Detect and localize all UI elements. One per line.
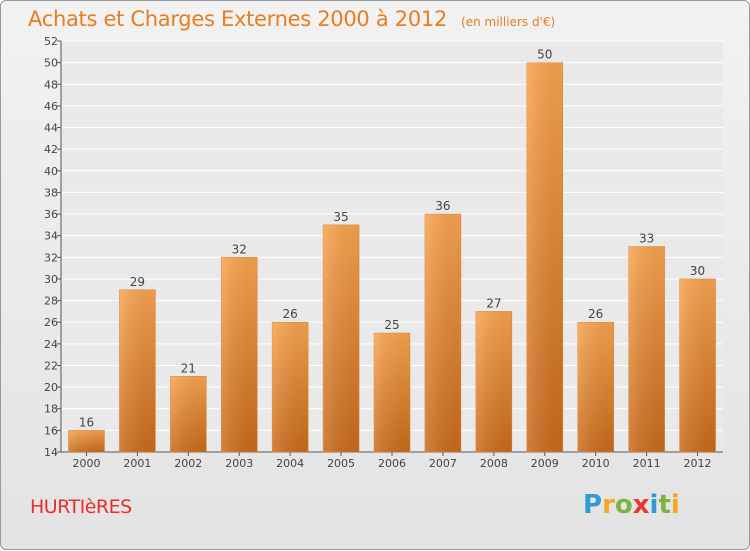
bar-shade-2009	[526, 62, 563, 452]
data-label-2006: 25	[384, 318, 399, 332]
bar-shade-2010	[577, 322, 614, 452]
x-tick-label-2001: 2001	[123, 457, 151, 470]
logo-letter: i	[670, 490, 680, 520]
bar-shade-2002	[170, 376, 207, 452]
commune-name: HURTIèRES	[30, 496, 132, 518]
y-tick-label: 50	[44, 57, 58, 70]
y-tick-label: 20	[44, 381, 58, 394]
bars	[68, 62, 716, 453]
data-label-2000: 16	[79, 415, 94, 429]
data-label-2001: 29	[130, 275, 145, 289]
data-label-2003: 32	[232, 242, 247, 256]
x-tick-label-2007: 2007	[429, 457, 457, 470]
x-tick-label-2003: 2003	[225, 457, 253, 470]
logo-letter: P	[583, 490, 603, 520]
data-label-2008: 27	[486, 296, 501, 310]
bar-shade-2006	[374, 333, 410, 452]
y-tick-label: 52	[44, 35, 58, 48]
x-tick-label-2008: 2008	[480, 457, 508, 470]
y-tick-label: 28	[44, 295, 58, 308]
logo-letter: r	[602, 490, 615, 520]
logo-letter: x	[632, 490, 650, 520]
bar-shade-2011	[628, 246, 665, 452]
chart-title: Achats et Charges Externes 2000 à 2012 (e…	[28, 7, 555, 31]
y-axis: 14 16 18 20 22 24 26 28 30 32 34 36 38 40 42 44 46 48 50 52	[44, 35, 62, 459]
x-axis: 2000 2001 2002 2003 2004 2005 2006 2007 2008 2009…	[61, 451, 723, 470]
title-text: Achats et Charges Externes 2000 à 2012	[28, 7, 448, 31]
x-tick-label-2012: 2012	[684, 457, 712, 470]
data-label-2005: 35	[333, 210, 348, 224]
y-tick-label: 40	[44, 165, 58, 178]
logo-letter: o	[614, 490, 633, 520]
y-tick-label: 44	[44, 122, 58, 135]
bar-shade-2008	[475, 311, 512, 452]
data-label-2012: 30	[690, 264, 705, 278]
y-tick-label: 48	[44, 78, 58, 91]
chart-subtitle: (en milliers d'€)	[461, 15, 556, 29]
data-label-2009: 50	[537, 48, 552, 62]
proxiti-logo: Proxiti	[583, 490, 680, 520]
x-tick-label-2005: 2005	[327, 457, 355, 470]
logo-letter: t	[658, 490, 671, 520]
data-label-2011: 33	[639, 232, 654, 246]
bar-shade-2001	[119, 289, 156, 452]
y-tick-label: 36	[44, 208, 58, 221]
bar-shade-2000	[68, 430, 105, 452]
x-tick-label-2011: 2011	[633, 457, 661, 470]
y-tick-label: 46	[44, 100, 58, 113]
y-tick-label: 18	[44, 403, 58, 416]
y-tick-label: 14	[44, 446, 58, 459]
bar-shade-2004	[272, 322, 309, 452]
x-tick-label-2002: 2002	[174, 457, 202, 470]
x-tick-label-2000: 2000	[72, 457, 100, 470]
x-tick-label-2006: 2006	[378, 457, 406, 470]
y-tick-label: 16	[44, 424, 58, 437]
x-tick-label-2010: 2010	[582, 457, 610, 470]
bar-shade-2003	[221, 257, 258, 452]
y-tick-label: 22	[44, 359, 58, 372]
logo-letter: i	[649, 490, 659, 520]
y-tick-label: 30	[44, 273, 58, 286]
data-labels: 16 29 21 32 26 35 25 36 27 50 26 33 30	[79, 48, 705, 430]
bar-shade-2007	[424, 214, 461, 452]
x-tick-label-2009: 2009	[531, 457, 559, 470]
y-tick-label: 34	[44, 230, 58, 243]
y-tick-label: 26	[44, 316, 58, 329]
data-label-2004: 26	[283, 307, 298, 321]
data-label-2007: 36	[435, 199, 450, 213]
x-tick-label-2004: 2004	[276, 457, 304, 470]
data-label-2002: 21	[181, 361, 196, 375]
y-tick-label: 32	[44, 251, 58, 264]
data-label-2010: 26	[588, 307, 603, 321]
y-tick-label: 42	[44, 143, 58, 156]
y-tick-label: 38	[44, 186, 58, 199]
bar-shade-2012	[679, 278, 716, 452]
bar-shade-2005	[323, 224, 360, 452]
y-tick-label: 24	[44, 338, 58, 351]
